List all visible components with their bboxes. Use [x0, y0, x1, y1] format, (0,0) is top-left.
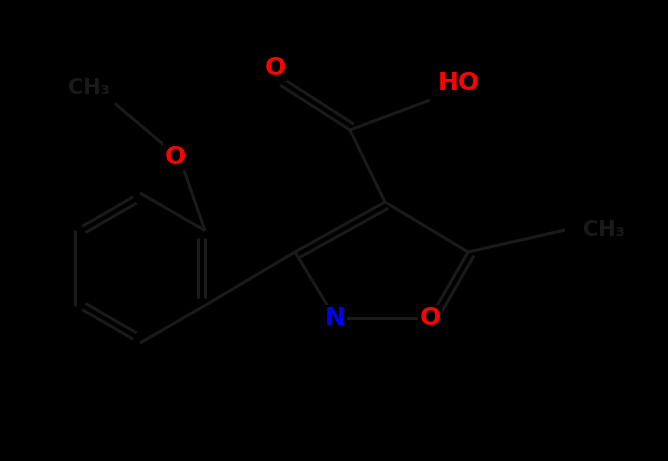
Text: N: N [325, 306, 345, 330]
Text: CH₃: CH₃ [583, 220, 625, 240]
Text: O: O [265, 56, 286, 80]
Text: CH₃: CH₃ [68, 78, 110, 99]
Text: O: O [420, 306, 441, 330]
Text: O: O [164, 144, 186, 169]
Text: HO: HO [438, 71, 480, 95]
